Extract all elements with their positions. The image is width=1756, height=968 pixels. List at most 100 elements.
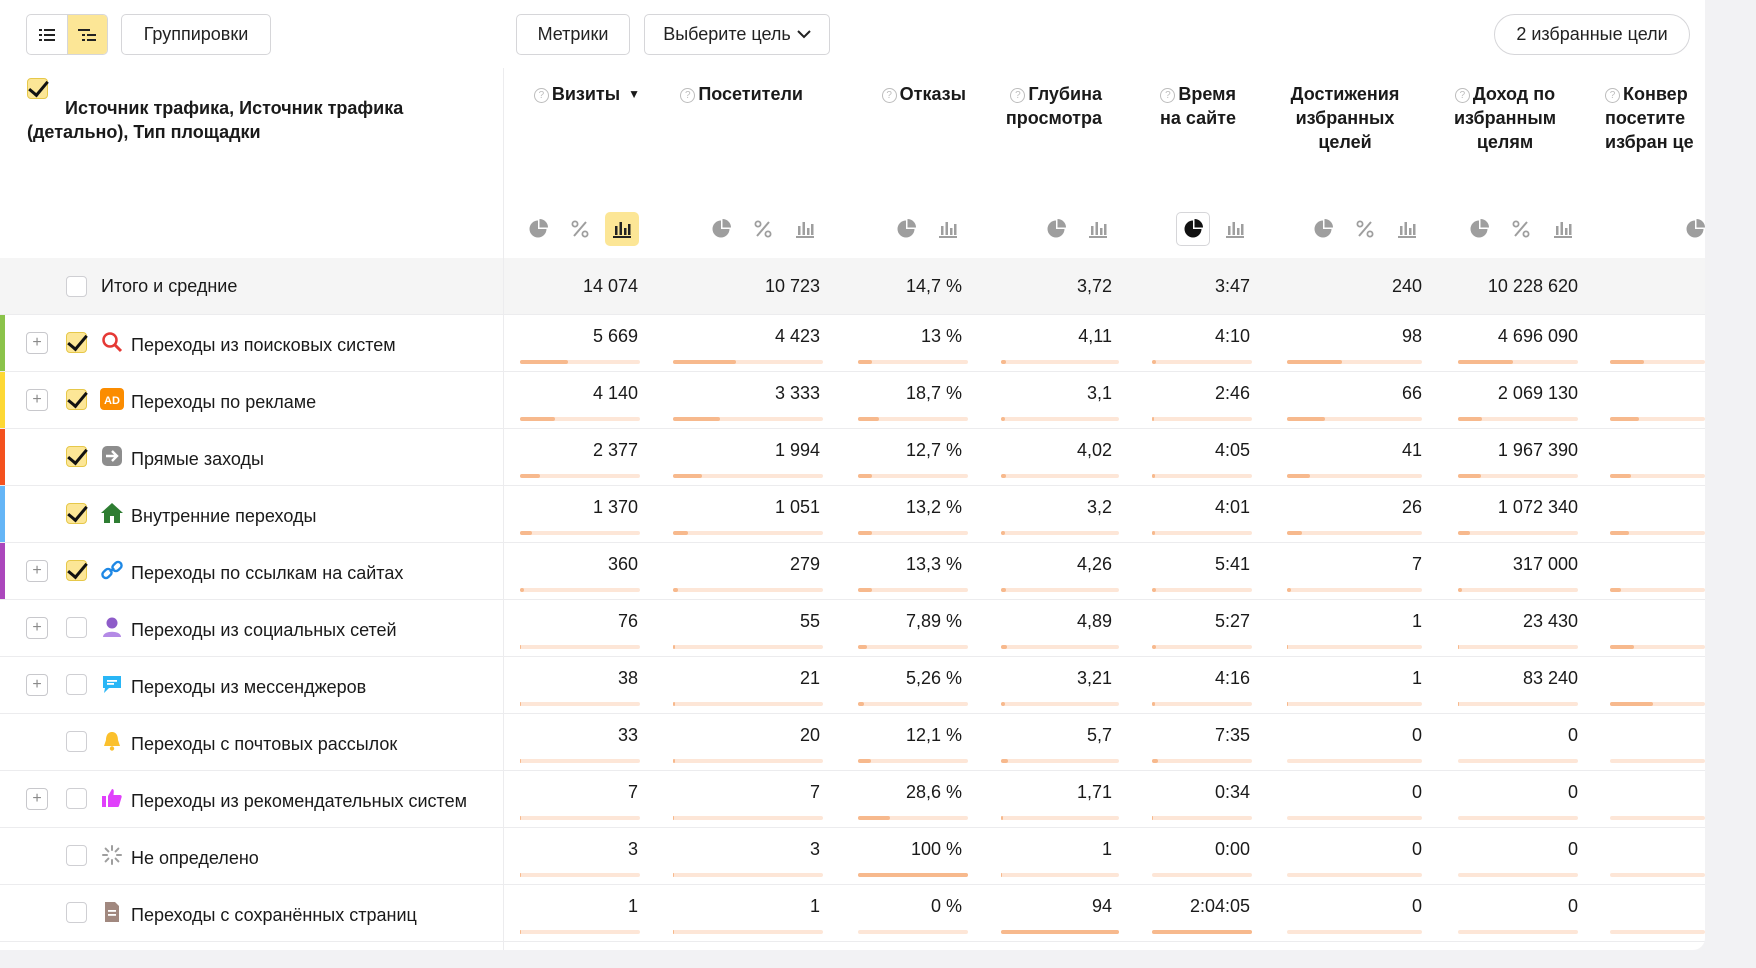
expand-button[interactable]: + <box>26 674 48 696</box>
help-icon[interactable]: ? <box>1160 88 1176 103</box>
help-icon[interactable]: ? <box>1010 88 1026 103</box>
table-row[interactable]: Переходы с почтовых рассылок 33 20 12,1 % 5,… <box>0 714 1705 771</box>
table-row[interactable]: + AD Переходы по рекламе 4 140 3 333 18,7 % 3,… <box>0 372 1705 429</box>
row-label[interactable]: Переходы с сохранённых страниц <box>131 905 417 925</box>
totals-value: 14 074 <box>582 276 638 296</box>
pie-chart-icon <box>529 219 548 238</box>
row-checkbox[interactable] <box>66 617 87 638</box>
row-value: 0 % <box>930 896 962 916</box>
pie-chart-toggle[interactable] <box>1306 212 1340 246</box>
table-row[interactable]: Переходы с сохранённых страниц 1 1 0 % 94 2:0… <box>0 885 1705 942</box>
row-checkbox[interactable] <box>66 788 87 809</box>
row-checkbox[interactable] <box>66 389 87 410</box>
column-header-conversion[interactable]: ? Конвер посетите избран це <box>1605 82 1705 154</box>
column-header-bounces[interactable]: ? Отказы <box>846 82 966 106</box>
column-title: Конвер посетите избран це <box>1605 84 1694 152</box>
saved-page-icon <box>100 900 124 924</box>
pie-chart-toggle[interactable] <box>704 212 738 246</box>
row-checkbox[interactable] <box>66 332 87 353</box>
table-row[interactable]: Внутренние переходы 1 370 1 051 13,2 % 3,2 4:… <box>0 486 1705 543</box>
expand-button[interactable]: + <box>26 389 48 411</box>
pie-chart-toggle[interactable] <box>889 212 923 246</box>
row-checkbox[interactable] <box>66 446 87 467</box>
row-label[interactable]: Не определено <box>131 848 259 868</box>
pie-chart-icon <box>1470 219 1489 238</box>
table-row[interactable]: Прямые заходы 2 377 1 994 12,7 % 4,02 4:05 41 1… <box>0 429 1705 486</box>
row-checkbox[interactable] <box>66 674 87 695</box>
percent-toggle[interactable] <box>1504 212 1538 246</box>
row-label[interactable]: Переходы с почтовых рассылок <box>131 734 398 754</box>
row-checkbox[interactable] <box>66 731 87 752</box>
column-header-achievements[interactable]: Достижения избранных целей <box>1280 82 1410 154</box>
bar-chart-toggle[interactable] <box>1546 212 1580 246</box>
share-bar <box>1152 360 1252 364</box>
pie-chart-toggle[interactable] <box>521 212 555 246</box>
table-row[interactable]: + Переходы из рекомендательных систем 7 7 28… <box>0 771 1705 828</box>
row-value: 55 <box>799 611 820 631</box>
select-all-checkbox[interactable] <box>27 78 48 99</box>
expand-button[interactable]: + <box>26 560 48 582</box>
row-value: 13,3 % <box>905 554 962 574</box>
bar-chart-toggle[interactable] <box>1218 212 1252 246</box>
row-label[interactable]: Переходы из социальных сетей <box>131 620 397 640</box>
expand-button[interactable]: + <box>26 788 48 810</box>
row-label[interactable]: Внутренние переходы <box>131 506 317 526</box>
row-checkbox[interactable] <box>66 503 87 524</box>
share-bar <box>858 531 968 535</box>
percent-toggle[interactable] <box>1348 212 1382 246</box>
row-value: 1,71 <box>1076 782 1112 802</box>
percent-icon <box>754 220 772 238</box>
tree-view-button[interactable] <box>66 15 107 54</box>
column-header-depth[interactable]: ? Глубина просмотра <box>996 82 1102 130</box>
percent-toggle[interactable] <box>563 212 597 246</box>
column-header-visitors[interactable]: ? Посетители <box>668 82 803 106</box>
row-value: 360 <box>607 554 638 574</box>
percent-toggle[interactable] <box>746 212 780 246</box>
bar-chart-toggle[interactable] <box>1081 212 1115 246</box>
help-icon[interactable]: ? <box>1605 88 1620 103</box>
pie-chart-toggle[interactable] <box>1039 212 1073 246</box>
help-icon[interactable]: ? <box>881 88 897 103</box>
help-icon[interactable]: ? <box>1454 88 1470 103</box>
table-row[interactable]: Не определено 3 3 100 % 1 0:00 0 0 <box>0 828 1705 885</box>
pie-chart-toggle[interactable] <box>1176 212 1210 246</box>
row-label[interactable]: Прямые заходы <box>131 449 264 469</box>
goal-select[interactable]: Выберите цель <box>644 14 830 55</box>
table-row[interactable]: + Переходы из мессенджеров 38 21 5,26 % 3,21 4… <box>0 657 1705 714</box>
table-row[interactable]: + Переходы из поисковых систем 5 669 4 423 1… <box>0 315 1705 372</box>
bar-chart-toggle[interactable] <box>931 212 965 246</box>
row-label[interactable]: Переходы по ссылкам на сайтах <box>131 563 404 583</box>
bar-chart-toggle[interactable] <box>605 212 639 246</box>
row-checkbox[interactable] <box>66 845 87 866</box>
row-value: 4:16 <box>1214 668 1250 688</box>
undefined-icon <box>100 843 124 867</box>
pie-chart-toggle[interactable] <box>1678 212 1705 246</box>
metrics-button[interactable]: Метрики <box>516 14 630 55</box>
column-header-visits[interactable]: ? Визиты ▼ <box>525 82 640 106</box>
pie-chart-toggle[interactable] <box>1462 212 1496 246</box>
home-icon <box>100 501 124 525</box>
row-label[interactable]: Переходы по рекламе <box>131 392 317 412</box>
bar-chart-toggle[interactable] <box>788 212 822 246</box>
share-bar-fill <box>1152 531 1155 535</box>
help-icon[interactable]: ? <box>533 88 549 103</box>
table-row[interactable]: + Переходы по ссылкам на сайтах 360 279 13,3… <box>0 543 1705 600</box>
column-header-revenue[interactable]: ? Доход по избранным целям <box>1447 82 1563 154</box>
expand-button[interactable]: + <box>26 332 48 354</box>
row-checkbox[interactable] <box>66 902 87 923</box>
table-row[interactable]: + Переходы из социальных сетей 76 55 7,89 % 4… <box>0 600 1705 657</box>
favorite-goals-button[interactable]: 2 избранные цели <box>1494 14 1690 55</box>
bar-chart-toggle[interactable] <box>1390 212 1424 246</box>
totals-checkbox[interactable] <box>66 276 87 297</box>
row-label[interactable]: Переходы из поисковых систем <box>131 335 396 355</box>
help-icon[interactable]: ? <box>680 88 696 103</box>
column-header-time[interactable]: ? Время на сайте <box>1148 82 1236 130</box>
expand-button[interactable]: + <box>26 617 48 639</box>
dimension-title[interactable]: Источник трафика, Источник трафика (дета… <box>27 98 404 142</box>
groupings-button[interactable]: Группировки <box>121 14 271 55</box>
list-view-button[interactable] <box>27 15 67 54</box>
share-bar-fill <box>1458 702 1460 706</box>
row-label[interactable]: Переходы из рекомендательных систем <box>131 791 467 811</box>
row-checkbox[interactable] <box>66 560 87 581</box>
row-label[interactable]: Переходы из мессенджеров <box>131 677 367 697</box>
